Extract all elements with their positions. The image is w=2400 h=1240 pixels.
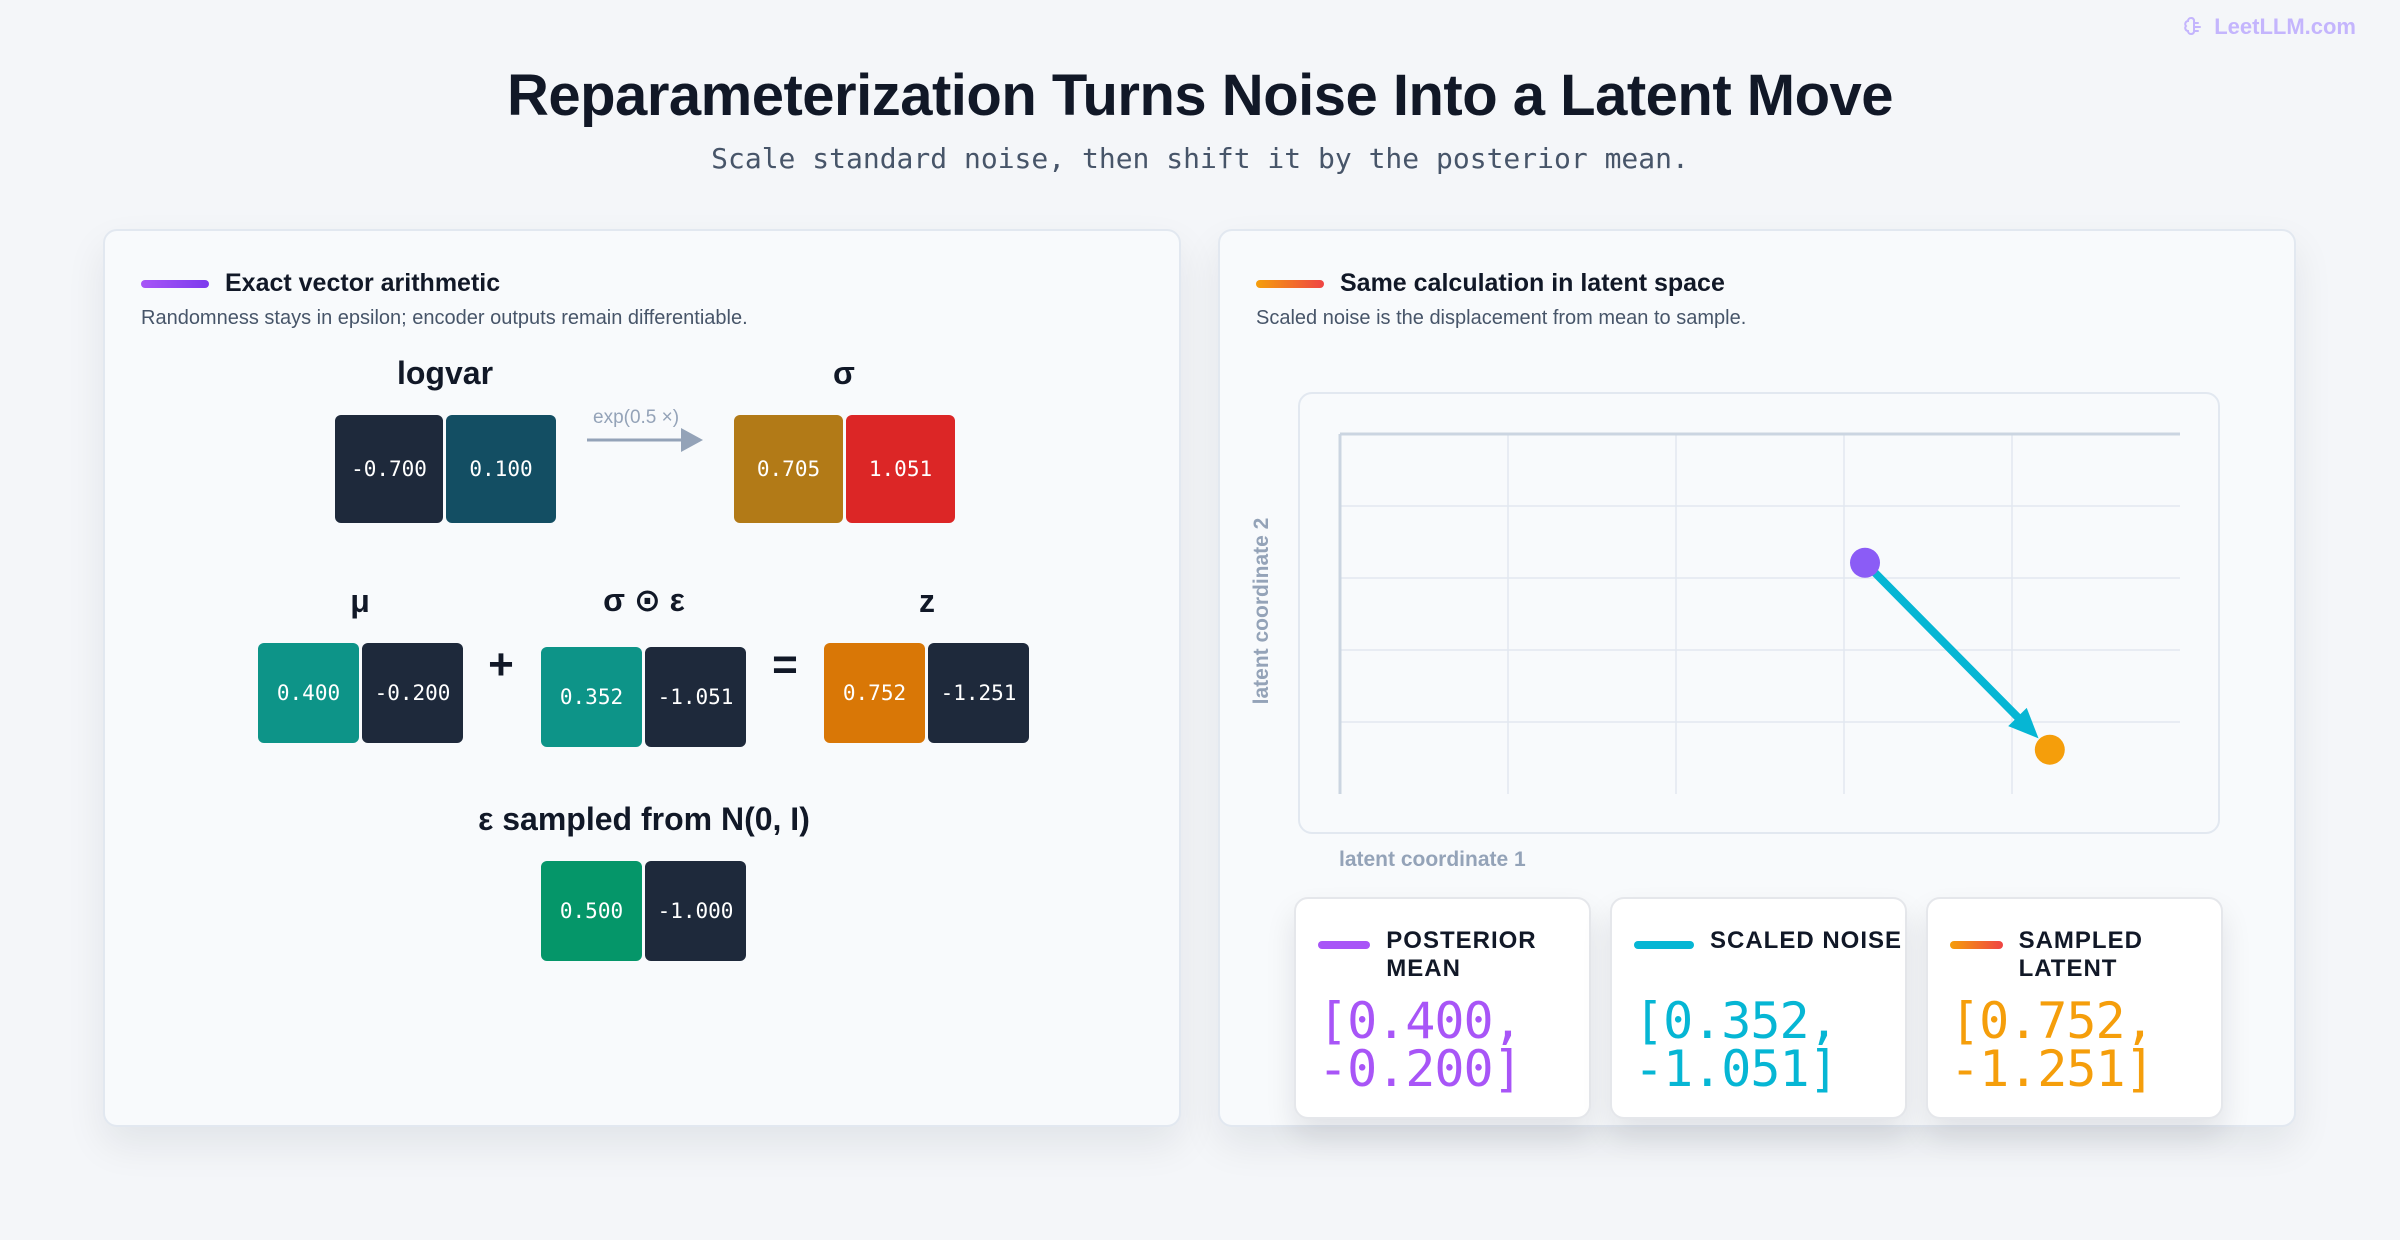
chart-y-axis-label: latent coordinate 2 <box>1250 517 1273 705</box>
latent-chart-svg <box>1338 432 2180 794</box>
z-cell-1: -1.251 <box>928 643 1029 743</box>
orange-accent-bar <box>1256 279 1324 288</box>
scaled-cell-0: 0.352 <box>541 647 642 747</box>
purple-card-bar <box>1318 941 1371 949</box>
card-value: [0.352, -1.051] <box>1634 992 1839 1098</box>
mu-cell-0: 0.400 <box>258 643 359 743</box>
card-header: POSTERIOR MEAN <box>1318 927 1589 983</box>
scaled-noise-arrow <box>1861 558 2022 721</box>
sigma-label: σ <box>833 355 855 391</box>
epsilon-cell-0: 0.500 <box>541 861 642 961</box>
cyan-card-bar <box>1634 941 1694 949</box>
latent-chart <box>1298 392 2220 834</box>
panel-description: Randomness stays in epsilon; encoder out… <box>141 307 748 329</box>
logvar-label: logvar <box>396 355 494 391</box>
posterior-mean-card: POSTERIOR MEAN [0.400, -0.200] <box>1294 897 1591 1119</box>
scaled-noise-label: σ ⊙ ε <box>603 582 685 618</box>
page-subtitle: Scale standard noise, then shift it by t… <box>711 142 1689 175</box>
card-value: [0.400, -0.200] <box>1318 992 1523 1098</box>
sampled-latent-card: SAMPLED LATENT [0.752, -1.251] <box>1926 897 2223 1119</box>
z-label: z <box>919 583 935 619</box>
panel-title: Exact vector arithmetic <box>225 269 501 297</box>
scaled-cell-1: -1.051 <box>645 647 746 747</box>
scaled-noise-card: SCALED NOISE [0.352, -1.051] <box>1610 897 1907 1119</box>
transform-arrow-icon <box>587 428 703 452</box>
panel-title: Same calculation in latent space <box>1340 269 1725 297</box>
vector-arithmetic-panel: Exact vector arithmetic Randomness stays… <box>103 229 1181 1127</box>
card-header: SCALED NOISE <box>1634 927 1902 955</box>
latent-space-panel: Same calculation in latent space Scaled … <box>1218 229 2296 1127</box>
orange-card-bar <box>1950 941 2003 949</box>
scaled-noise-arrowhead <box>2008 707 2039 739</box>
panel-header: Exact vector arithmetic <box>141 269 500 298</box>
chart-x-axis-label: latent coordinate 1 <box>1339 848 1526 871</box>
panel-description: Scaled noise is the displacement from me… <box>1256 307 1747 329</box>
sigma-cell-0: 0.705 <box>734 415 843 523</box>
z-cell-0: 0.752 <box>824 643 925 743</box>
logvar-cell-1: 0.100 <box>446 415 556 523</box>
brand-text: LeetLLM.com <box>2214 14 2356 39</box>
brand-logo: LeetLLM.com <box>2182 14 2356 40</box>
plus-operator: + <box>488 640 514 689</box>
brain-icon <box>2184 17 2202 35</box>
card-title: SAMPLED LATENT <box>2018 927 2143 982</box>
card-header: SAMPLED LATENT <box>1950 927 2221 983</box>
epsilon-cell-1: -1.000 <box>645 861 746 961</box>
purple-accent-bar <box>141 279 209 288</box>
mu-label: μ <box>350 583 370 619</box>
equals-operator: = <box>772 640 798 689</box>
transform-label: exp(0.5 ×) <box>593 407 680 428</box>
point-posterior-mean <box>1850 547 1880 578</box>
sigma-cell-1: 1.051 <box>846 415 955 523</box>
panel-header: Same calculation in latent space <box>1256 269 1725 298</box>
point-sampled-latent <box>2034 734 2065 765</box>
card-title: SCALED NOISE <box>1710 927 1903 954</box>
epsilon-label: ε sampled from N(0, I) <box>478 801 810 837</box>
card-title: POSTERIOR MEAN <box>1386 927 1537 982</box>
logvar-cell-0: -0.700 <box>335 415 443 523</box>
page-title: Reparameterization Turns Noise Into a La… <box>506 63 1894 128</box>
card-value: [0.752, -1.251] <box>1950 992 2155 1098</box>
mu-cell-1: -0.200 <box>362 643 463 743</box>
